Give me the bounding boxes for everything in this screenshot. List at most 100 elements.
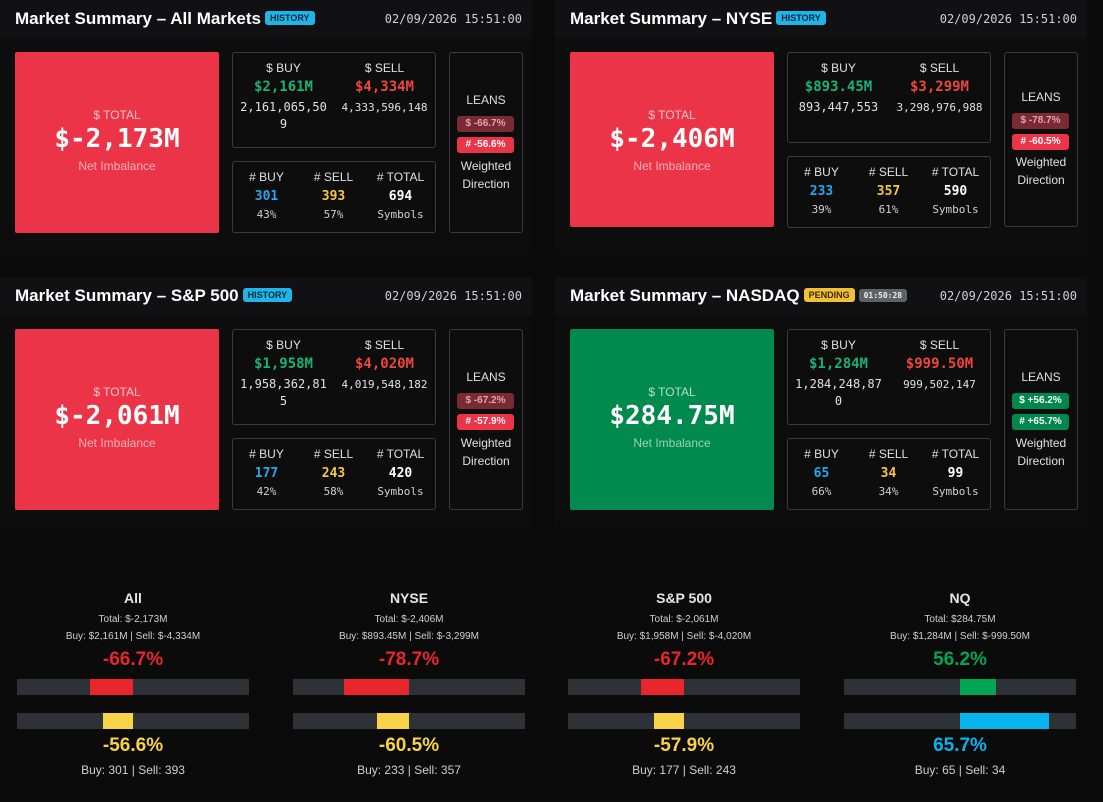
gauge-buysell-line: Buy: $893.45M | Sell: $-3,299M [339, 631, 479, 642]
gauge-name: All [124, 590, 142, 606]
sell-dollar-label: $ SELL [364, 61, 405, 75]
buy-dollar-label: $ BUY [266, 338, 301, 352]
total-sub: Net Imbalance [633, 436, 711, 450]
count-imbalance-fill [103, 713, 133, 729]
history-badge[interactable]: HISTORY [242, 288, 293, 302]
buy-count-label: # BUY [804, 447, 839, 461]
total-box: $ TOTAL $-2,061M Net Imbalance [15, 329, 219, 510]
panel-nasdaq: Market Summary – NASDAQ PENDING 01:50:28 0… [555, 277, 1087, 527]
gauge-count-pct: -60.5% [378, 735, 440, 756]
sell-count-pct: 58% [323, 485, 344, 498]
total-label: $ TOTAL [93, 108, 141, 122]
pending-badge[interactable]: PENDING [803, 288, 855, 302]
buy-count-value: 233 [809, 184, 834, 199]
lean-dollar-pill: $ -66.7% [457, 116, 514, 132]
buy-dollar-full: 1,958,362,815 [240, 377, 327, 408]
dollar-box: $ BUY $2,161M 2,161,065,509 $ SELL $4,33… [232, 52, 436, 148]
buy-dollar-full: 893,447,553 [798, 100, 879, 114]
gauge-all: All Total: $-2,173M Buy: $2,161M | Sell:… [17, 590, 249, 777]
dollar-box: $ BUY $893.45M 893,447,553 $ SELL $3,299… [787, 52, 991, 143]
sell-dollar-full: 3,298,976,988 [896, 101, 983, 114]
dollar-imbalance-fill [90, 679, 133, 695]
buy-count-label: # BUY [249, 447, 284, 461]
total-count-label: # TOTAL [376, 170, 425, 184]
total-label: $ TOTAL [648, 108, 696, 122]
sell-count-pct: 57% [323, 208, 344, 221]
gauge-buysell-line: Buy: $2,161M | Sell: $-4,334M [65, 631, 201, 642]
panel-timestamp: 02/09/2026 15:51:00 [384, 289, 522, 303]
lean-count-pill: # -57.9% [457, 414, 514, 430]
total-box: $ TOTAL $284.75M Net Imbalance [570, 329, 774, 510]
total-count-sub: Symbols [377, 485, 424, 498]
count-box: # BUY 301 43% # SELL 393 57% # TOTAL 694… [232, 161, 436, 233]
count-box: # BUY 177 42% # SELL 243 58% # TOTAL 420… [232, 438, 436, 510]
sell-dollar-full: 4,019,548,182 [341, 378, 428, 391]
leans-sub: Weighted Direction [1015, 155, 1067, 187]
lean-dollar-pill: $ -78.7% [1012, 113, 1069, 129]
buy-count-label: # BUY [804, 165, 839, 179]
panel-all-markets: Market Summary – All Markets HISTORY 02/0… [0, 0, 532, 250]
buy-dollar-value: $893.45M [804, 79, 873, 95]
dollar-box: $ BUY $1,284M 1,284,248,870 $ SELL $999.… [787, 329, 991, 425]
count-imbalance-bar [293, 713, 525, 729]
gauge-count-pct: -56.6% [102, 735, 164, 756]
gauge-total-line: Total: $-2,061M [649, 614, 719, 625]
leans-sub: Weighted Direction [1015, 436, 1067, 468]
buy-count-value: 301 [254, 189, 279, 204]
panel-title: Market Summary – NYSE HISTORY [570, 9, 826, 29]
lean-dollar-pill: $ -67.2% [457, 393, 514, 409]
buy-dollar-label: $ BUY [266, 61, 301, 75]
buy-count-pct: 66% [811, 485, 832, 498]
dollar-imbalance-bar [844, 679, 1076, 695]
dollar-box: $ BUY $1,958M 1,958,362,815 $ SELL $4,02… [232, 329, 436, 425]
total-value: $-2,173M [54, 124, 180, 154]
sell-count-value: 393 [321, 189, 346, 204]
gauge-footer: Buy: 177 | Sell: 243 [632, 763, 736, 777]
gauge-total-line: Total: $284.75M [924, 614, 996, 625]
leans-label: LEANS [466, 370, 506, 384]
gauge-total-line: Total: $-2,173M [98, 614, 168, 625]
gauge-count-pct: -57.9% [653, 735, 715, 756]
sell-count-value: 357 [876, 184, 901, 199]
buy-dollar-full: 2,161,065,509 [240, 100, 327, 131]
total-value: $-2,061M [54, 401, 180, 431]
panel-title: Market Summary – NASDAQ PENDING 01:50:28 [570, 286, 908, 306]
leans-box: LEANS $ +56.2% # +65.7% Weighted Directio… [1004, 329, 1078, 510]
total-label: $ TOTAL [648, 385, 696, 399]
count-imbalance-bar [568, 713, 800, 729]
panel-header: Market Summary – S&P 500 HISTORY 02/09/20… [0, 277, 532, 315]
leans-label: LEANS [1021, 90, 1061, 104]
leans-box: LEANS $ -78.7% # -60.5% Weighted Directio… [1004, 52, 1078, 227]
leans-label: LEANS [1021, 370, 1061, 384]
sell-count-value: 243 [321, 466, 346, 481]
lean-dollar-pill: $ +56.2% [1012, 393, 1069, 409]
panel-title: Market Summary – All Markets HISTORY [15, 9, 315, 29]
total-sub: Net Imbalance [633, 159, 711, 173]
history-badge[interactable]: HISTORY [264, 11, 315, 25]
sell-dollar-value: $3,299M [909, 79, 969, 95]
dollar-imbalance-fill [343, 679, 409, 695]
buy-dollar-full: 1,284,248,870 [795, 377, 882, 408]
total-count-sub: Symbols [377, 208, 424, 221]
sell-dollar-value: $4,020M [354, 356, 414, 372]
dollar-imbalance-fill [960, 679, 996, 695]
leans-label: LEANS [466, 93, 506, 107]
gauge-name: NQ [949, 590, 971, 606]
sell-count-label: # SELL [313, 447, 354, 461]
gauge-dollar-pct: 56.2% [933, 649, 987, 670]
gauge-footer: Buy: 301 | Sell: 393 [81, 763, 185, 777]
gauge-dollar-pct: -78.7% [378, 649, 440, 670]
total-label: $ TOTAL [93, 385, 141, 399]
count-box: # BUY 233 39% # SELL 357 61% # TOTAL 590… [787, 156, 991, 228]
gauge-buysell-line: Buy: $1,958M | Sell: $-4,020M [616, 631, 752, 642]
lean-count-pill: # -60.5% [1012, 134, 1069, 150]
gauge-nq: NQ Total: $284.75M Buy: $1,284M | Sell: … [844, 590, 1076, 777]
panel-timestamp: 02/09/2026 15:51:00 [939, 289, 1077, 303]
buy-count-pct: 39% [811, 203, 832, 216]
gauge-dollar-pct: -67.2% [653, 649, 715, 670]
dollar-imbalance-bar [293, 679, 525, 695]
gauge-name: S&P 500 [656, 590, 712, 606]
history-badge[interactable]: HISTORY [776, 11, 826, 25]
sell-dollar-value: $999.50M [905, 356, 974, 372]
leans-box: LEANS $ -66.7% # -56.6% Weighted Directio… [449, 52, 523, 233]
